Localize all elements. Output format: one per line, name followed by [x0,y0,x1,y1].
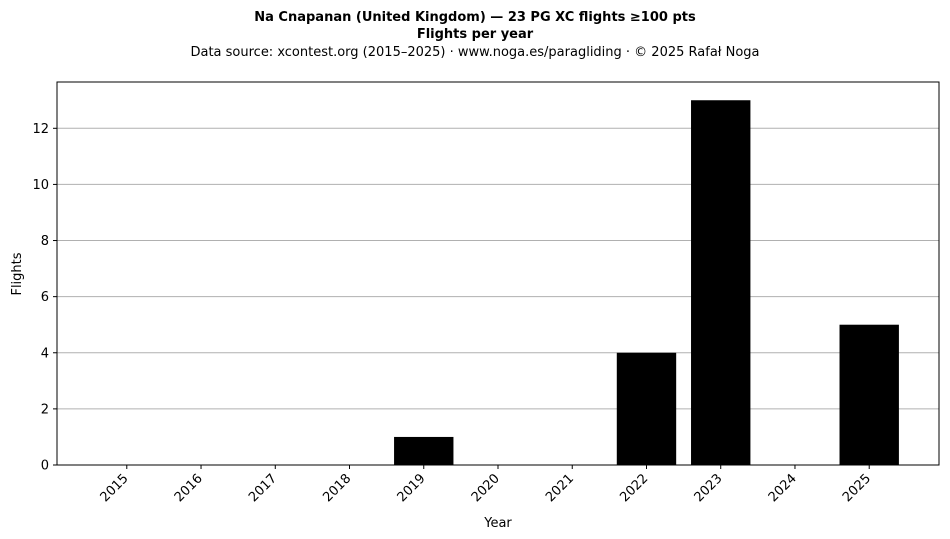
x-tick-label: 2019 [395,471,429,505]
bar-layer [394,100,899,466]
y-axis-label: Flights [10,252,25,295]
y-tick-label: 4 [41,346,49,361]
x-tick-label: 2015 [98,471,132,505]
y-tick-label: 12 [32,122,49,137]
x-tick-label: 2025 [840,471,874,505]
bar-2023 [691,100,751,466]
x-tick-label: 2023 [692,471,726,505]
axis-layer: 0 2 4 6 8 10 12 2015 2016 2017 2018 2019 2020 2021 202… [32,81,940,505]
y-tick-label: 2 [41,402,49,417]
bar-2019 [394,436,454,465]
x-axis-label: Year [483,516,512,531]
x-tick-label: 2021 [543,471,577,505]
chart-subtitle: Data source: xcontest.org (2015–2025) · … [190,45,759,60]
x-tick-label: 2022 [617,471,651,505]
x-tick-label: 2024 [766,471,800,505]
plot-frame [56,81,940,466]
grid-layer [57,127,939,410]
bar-2022 [616,352,677,465]
x-tick-label: 2016 [172,471,206,505]
bar-2025 [839,324,899,465]
chart-title-secondary: Flights per year [417,27,534,42]
y-tick-label: 8 [41,234,49,249]
x-tick-label: 2018 [320,471,354,505]
x-tick-label: 2020 [469,471,503,505]
y-tick-label: 6 [41,290,49,305]
y-tick-label: 10 [32,178,49,193]
x-tick-label: 2017 [246,471,280,505]
chart-title: Na Cnapanan (United Kingdom) — 23 PG XC … [254,10,696,25]
y-tick-label: 0 [41,459,49,474]
